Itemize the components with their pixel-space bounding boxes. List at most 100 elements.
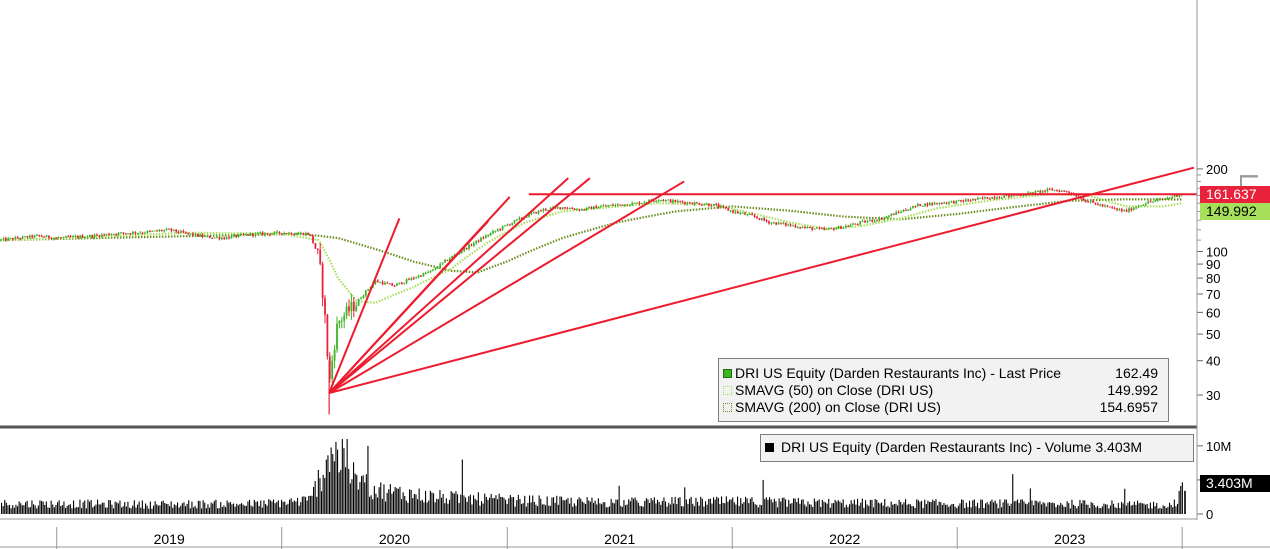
volume-bar	[159, 505, 161, 514]
candle-body	[835, 228, 838, 230]
candle-body	[806, 227, 809, 229]
volume-bar	[391, 493, 393, 514]
volume-bar	[554, 502, 556, 514]
volume-bar	[577, 499, 579, 514]
volume-bar	[357, 489, 359, 514]
candle-body	[921, 205, 924, 207]
volume-bar	[892, 504, 894, 514]
sma200-line	[0, 198, 1182, 274]
volume-bar	[220, 502, 222, 514]
candle-body	[1003, 195, 1006, 198]
volume-bar	[956, 508, 958, 514]
volume-bar	[1053, 503, 1055, 514]
volume-bar	[10, 508, 12, 514]
volume-bar	[465, 497, 467, 514]
volume-bar	[137, 504, 139, 514]
candle-body	[28, 235, 31, 238]
candle-body	[804, 227, 806, 229]
volume-bar	[516, 500, 518, 514]
candle-body	[789, 224, 792, 226]
price-tick-label: 30	[1206, 388, 1220, 403]
volume-bar	[815, 501, 817, 514]
candle-body	[936, 202, 938, 204]
candle-body	[506, 224, 509, 226]
candle-body	[302, 232, 305, 236]
volume-bar	[308, 495, 310, 514]
volume-bar	[349, 483, 351, 514]
volume-bar	[1090, 502, 1092, 514]
volume-bar	[367, 445, 369, 514]
volume-bar	[961, 499, 963, 514]
candle-body	[309, 234, 312, 236]
candle-body	[1154, 200, 1157, 202]
volume-bar	[953, 503, 955, 514]
volume-bar	[396, 488, 398, 514]
volume-bar	[884, 499, 886, 514]
volume-bar	[714, 499, 716, 514]
volume-bar	[1079, 500, 1081, 514]
legend-marker-last-price	[723, 369, 732, 378]
candle-body	[979, 197, 982, 199]
volume-bar	[724, 503, 726, 514]
candle-body	[79, 235, 82, 238]
volume-bar	[858, 505, 860, 514]
volume-bar	[1106, 504, 1108, 514]
volume-bar	[1037, 502, 1039, 514]
volume-bar	[807, 501, 809, 514]
volume-bar	[369, 496, 371, 514]
volume-bar	[452, 492, 454, 514]
volume-bar	[285, 504, 287, 514]
volume-bar	[442, 493, 444, 514]
candle-body	[1015, 194, 1018, 196]
volume-bar	[1012, 474, 1014, 514]
volume-bar	[362, 475, 364, 514]
volume-bar	[585, 504, 587, 514]
volume-bar	[754, 504, 756, 514]
volume-bar	[239, 503, 241, 514]
candle-body	[876, 220, 878, 222]
volume-bar	[922, 508, 924, 514]
volume-bar	[1117, 502, 1119, 514]
volume-bar	[1076, 508, 1078, 514]
volume-bar	[607, 507, 609, 514]
candle-body	[535, 211, 538, 214]
candle-body	[832, 228, 835, 230]
candle-body	[321, 263, 324, 299]
candle-body	[717, 204, 720, 208]
volume-bar	[305, 496, 307, 514]
candle-body	[537, 210, 540, 214]
volume-bar	[692, 503, 694, 514]
candle-body	[285, 233, 288, 235]
volume-bar	[455, 491, 457, 514]
volume-bar	[140, 507, 142, 514]
candle-body	[175, 229, 178, 232]
candle-body	[326, 314, 329, 357]
volume-bar	[673, 503, 675, 514]
volume-bar	[866, 504, 868, 514]
candle-body	[859, 221, 862, 225]
candle-body	[105, 233, 108, 235]
volume-bar	[194, 505, 196, 514]
volume-bar	[666, 506, 668, 514]
volume-bar	[980, 499, 982, 514]
volume-bar	[994, 500, 996, 514]
volume-bar	[553, 497, 555, 514]
volume-bar	[205, 508, 207, 514]
legend-label-last-price: DRI US Equity (Darden Restaurants Inc) -…	[735, 365, 1062, 381]
volume-bar	[1100, 508, 1102, 514]
volume-bar	[834, 499, 836, 514]
volume-bar	[1167, 506, 1169, 514]
volume-bar	[871, 499, 873, 514]
candle-body	[122, 232, 125, 234]
volume-bar	[228, 502, 230, 514]
volume-bar	[5, 502, 7, 514]
volume-bar	[881, 502, 883, 514]
candle-body	[496, 229, 499, 231]
volume-bar	[628, 499, 630, 514]
candle-body	[1063, 190, 1066, 192]
volume-bar	[661, 500, 663, 514]
volume-bar	[477, 492, 479, 514]
candle-body	[120, 232, 122, 234]
candle-body	[895, 211, 898, 215]
volume-bar	[153, 505, 155, 514]
